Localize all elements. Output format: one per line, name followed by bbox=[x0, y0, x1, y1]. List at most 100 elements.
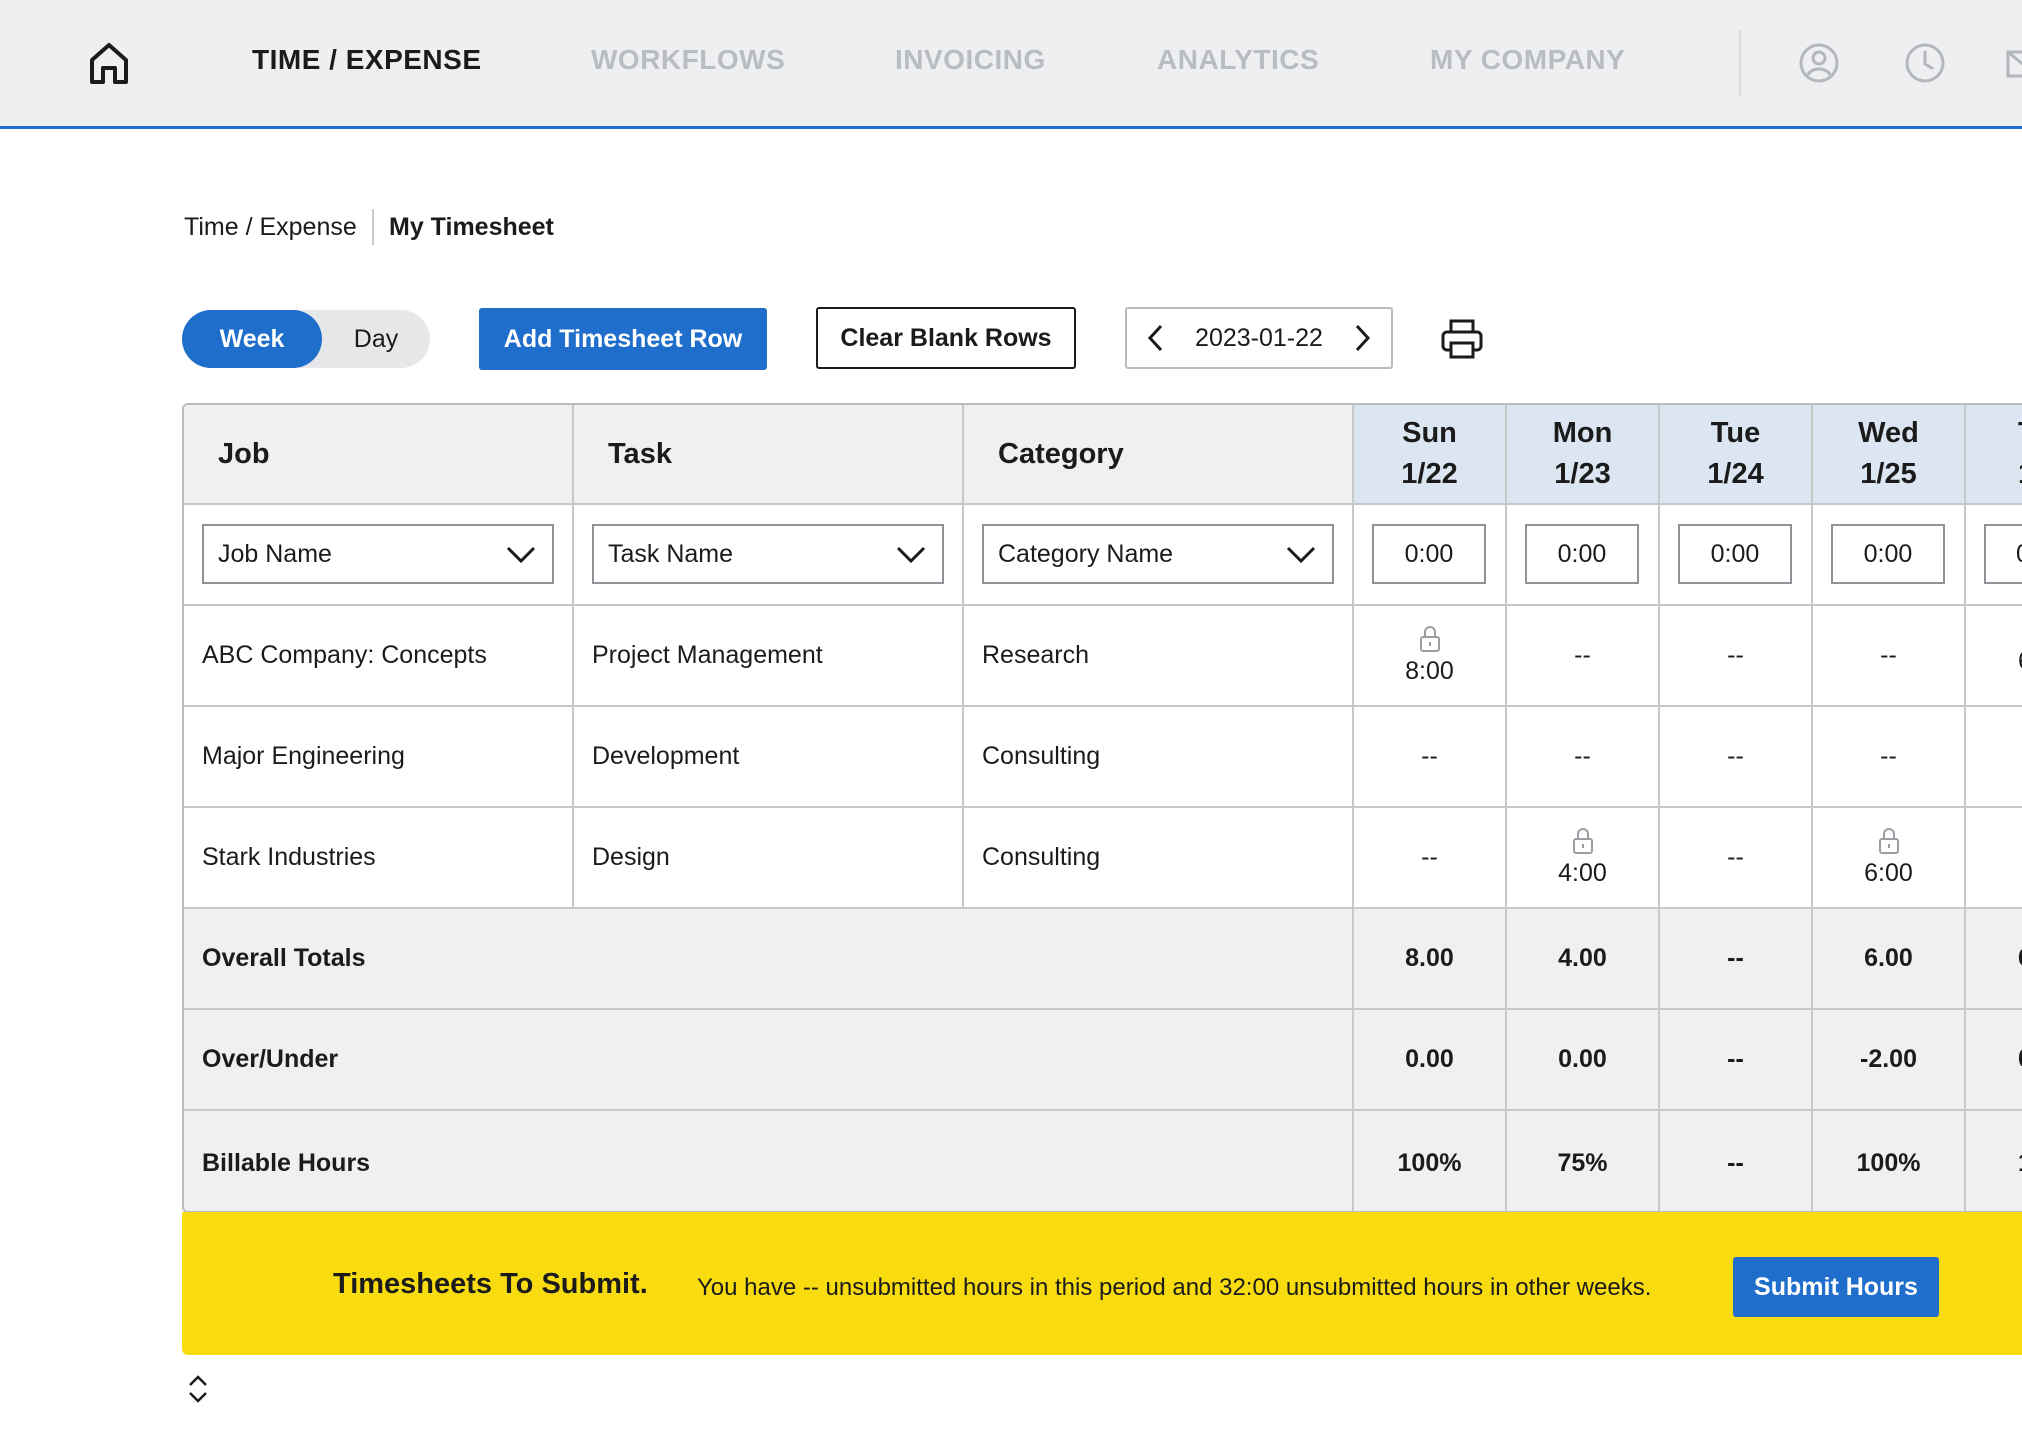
column-header-day: T1 bbox=[1966, 405, 2022, 505]
column-header-day: Tue 1/24 bbox=[1660, 405, 1813, 505]
mail-icon[interactable] bbox=[2006, 42, 2022, 84]
column-header-category: Category bbox=[964, 405, 1354, 505]
billable-hours-value: 100% bbox=[1813, 1111, 1966, 1211]
total-value: -- bbox=[1660, 909, 1813, 1010]
time-input[interactable]: 0:00 bbox=[1525, 524, 1639, 584]
table-cell-task[interactable]: Development bbox=[574, 707, 964, 808]
over-under-value: 0.00 bbox=[1507, 1010, 1660, 1111]
task-select[interactable]: Task Name bbox=[592, 524, 944, 584]
table-cell-task[interactable]: Design bbox=[574, 808, 964, 909]
breadcrumb-my-timesheet: My Timesheet bbox=[389, 213, 554, 241]
user-icon[interactable] bbox=[1798, 42, 1840, 84]
chevron-left-icon[interactable] bbox=[1141, 323, 1171, 353]
column-header-day: Sun 1/22 bbox=[1354, 405, 1507, 505]
overall-totals-label: Overall Totals bbox=[184, 909, 1354, 1010]
lock-icon bbox=[1419, 626, 1440, 652]
total-value: 8.00 bbox=[1354, 909, 1507, 1010]
job-select[interactable]: Job Name bbox=[202, 524, 554, 584]
nav-analytics[interactable]: ANALYTICS bbox=[1157, 44, 1320, 75]
table-cell-time[interactable] bbox=[1966, 707, 2022, 808]
job-select-cell: Job Name bbox=[184, 505, 574, 606]
add-timesheet-row-button[interactable]: Add Timesheet Row bbox=[479, 308, 767, 370]
table-cell-category[interactable]: Consulting bbox=[964, 707, 1354, 808]
category-select[interactable]: Category Name bbox=[982, 524, 1334, 584]
top-navigation: TIME / EXPENSE WORKFLOWS INVOICING ANALY… bbox=[0, 0, 2022, 129]
time-input-cell: 0:00 bbox=[1813, 505, 1966, 606]
table-cell-time[interactable]: -- bbox=[1354, 808, 1507, 909]
table-cell-task[interactable]: Project Management bbox=[574, 606, 964, 707]
table-cell-time[interactable]: -- bbox=[1507, 606, 1660, 707]
view-week-option[interactable]: Week bbox=[182, 310, 322, 368]
table-cell-category[interactable]: Research bbox=[964, 606, 1354, 707]
nav-invoicing[interactable]: INVOICING bbox=[895, 44, 1046, 75]
timesheet-table: Job Task Category Sun 1/22 Mon 1/23 Tue 1/2… bbox=[182, 403, 2022, 1213]
expand-collapse-icon[interactable] bbox=[187, 1374, 209, 1404]
clear-blank-rows-button[interactable]: Clear Blank Rows bbox=[816, 307, 1076, 369]
table-cell-category[interactable]: Consulting bbox=[964, 808, 1354, 909]
column-header-day: Mon 1/23 bbox=[1507, 405, 1660, 505]
banner-message: You have -- unsubmitted hours in this pe… bbox=[697, 1274, 1652, 1301]
table-cell-job[interactable]: Major Engineering bbox=[184, 707, 574, 808]
category-select-cell: Category Name bbox=[964, 505, 1354, 606]
table-cell-time[interactable]: 6 bbox=[1966, 606, 2022, 707]
over-under-value: -- bbox=[1660, 1010, 1813, 1111]
table-cell-time[interactable]: -- bbox=[1507, 707, 1660, 808]
chevron-down-icon bbox=[506, 546, 536, 564]
nav-my-company[interactable]: MY COMPANY bbox=[1430, 44, 1626, 75]
table-cell-time[interactable]: 8:00 bbox=[1354, 606, 1507, 707]
date-navigator: 2023-01-22 bbox=[1125, 307, 1393, 369]
chevron-down-icon bbox=[896, 546, 926, 564]
billable-hours-value: 1 bbox=[1966, 1111, 2022, 1211]
nav-divider bbox=[1739, 30, 1741, 96]
submit-hours-button[interactable]: Submit Hours bbox=[1733, 1257, 1939, 1317]
over-under-value: 0.00 bbox=[1354, 1010, 1507, 1111]
time-input-cell: 0:00 bbox=[1660, 505, 1813, 606]
submit-banner: Timesheets To Submit. You have -- unsubm… bbox=[182, 1212, 2022, 1355]
breadcrumb-time-expense[interactable]: Time / Expense bbox=[184, 213, 357, 241]
nav-workflows[interactable]: WORKFLOWS bbox=[591, 44, 786, 75]
time-input[interactable]: 0:00 bbox=[1678, 524, 1792, 584]
billable-hours-value: -- bbox=[1660, 1111, 1813, 1211]
banner-title: Timesheets To Submit. bbox=[333, 1268, 648, 1300]
table-cell-time[interactable]: 4:00 bbox=[1507, 808, 1660, 909]
view-day-option[interactable]: Day bbox=[353, 325, 399, 353]
time-input[interactable]: 0:00 bbox=[1831, 524, 1945, 584]
column-header-day: Wed 1/25 bbox=[1813, 405, 1966, 505]
column-header-job: Job bbox=[184, 405, 574, 505]
over-under-label: Over/Under bbox=[184, 1010, 1354, 1111]
total-value: 6 bbox=[1966, 909, 2022, 1010]
over-under-value: 0 bbox=[1966, 1010, 2022, 1111]
table-cell-time[interactable]: -- bbox=[1660, 606, 1813, 707]
table-cell-time[interactable]: -- bbox=[1354, 707, 1507, 808]
chevron-down-icon bbox=[1286, 546, 1316, 564]
table-cell-job[interactable]: ABC Company: Concepts bbox=[184, 606, 574, 707]
clock-icon[interactable] bbox=[1904, 42, 1946, 84]
column-header-task: Task bbox=[574, 405, 964, 505]
total-value: 4.00 bbox=[1507, 909, 1660, 1010]
nav-time-expense[interactable]: TIME / EXPENSE bbox=[252, 44, 482, 75]
billable-hours-value: 75% bbox=[1507, 1111, 1660, 1211]
table-cell-time[interactable]: -- bbox=[1813, 606, 1966, 707]
billable-hours-label: Billable Hours bbox=[184, 1111, 1354, 1211]
table-cell-time[interactable]: -- bbox=[1660, 808, 1813, 909]
table-cell-time[interactable]: -- bbox=[1660, 707, 1813, 808]
lock-icon bbox=[1572, 828, 1593, 854]
table-cell-time[interactable] bbox=[1966, 808, 2022, 909]
home-icon[interactable] bbox=[88, 40, 130, 86]
table-cell-time[interactable]: 6:00 bbox=[1813, 808, 1966, 909]
time-input[interactable]: 0 bbox=[1984, 524, 2022, 584]
time-input-cell: 0:00 bbox=[1507, 505, 1660, 606]
total-value: 6.00 bbox=[1813, 909, 1966, 1010]
over-under-value: -2.00 bbox=[1813, 1010, 1966, 1111]
chevron-right-icon[interactable] bbox=[1347, 323, 1377, 353]
time-input-cell: 0 bbox=[1966, 505, 2022, 606]
time-input[interactable]: 0:00 bbox=[1372, 524, 1486, 584]
table-cell-job[interactable]: Stark Industries bbox=[184, 808, 574, 909]
table-cell-time[interactable]: -- bbox=[1813, 707, 1966, 808]
lock-icon bbox=[1878, 828, 1899, 854]
time-input-cell: 0:00 bbox=[1354, 505, 1507, 606]
current-week-date[interactable]: 2023-01-22 bbox=[1195, 324, 1323, 352]
view-toggle: Week Day bbox=[182, 310, 430, 368]
task-select-cell: Task Name bbox=[574, 505, 964, 606]
print-icon[interactable] bbox=[1440, 318, 1484, 360]
